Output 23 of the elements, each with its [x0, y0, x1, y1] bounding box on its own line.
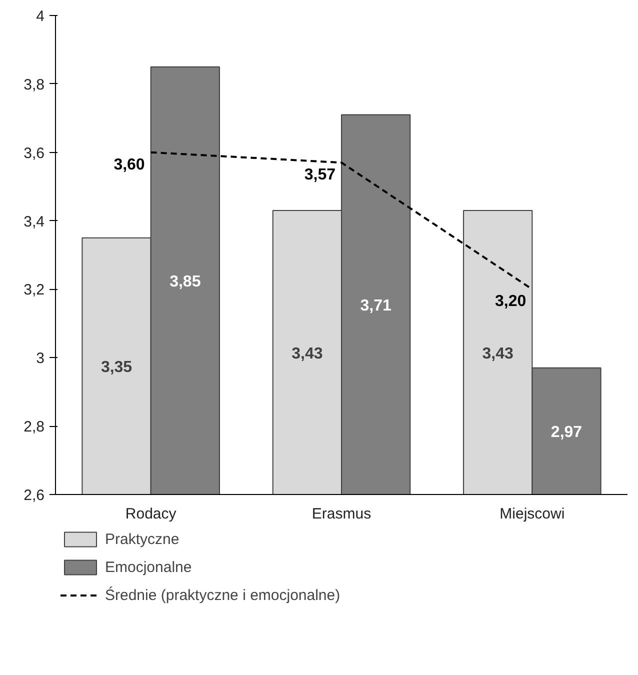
data-label: 3,71 [360, 298, 392, 315]
y-tick-label: 2,6 [24, 487, 45, 504]
data-label: 3,43 [292, 346, 323, 363]
x-tick-label: Miejscowi [500, 506, 565, 522]
legend-label: Średnie (praktyczne i emocjonalne) [105, 586, 340, 604]
y-tick-label: 3,2 [24, 282, 45, 299]
y-tick-label: 4 [36, 8, 44, 25]
data-label: 3,85 [170, 274, 201, 291]
data-label: 3,35 [100, 359, 132, 376]
y-tick-label: 3 [36, 350, 44, 368]
data-label: 3,60 [114, 156, 145, 174]
legend-label: Praktyczne [105, 530, 180, 548]
y-tick-label: 3,6 [24, 144, 45, 162]
y-tick-label: 3,4 [24, 213, 45, 230]
y-tick-label: 3,8 [24, 76, 45, 94]
data-label: 3,43 [482, 346, 514, 363]
data-label: 3,20 [495, 293, 526, 310]
y-tick-label: 2,8 [24, 418, 45, 436]
x-tick-label: Erasmus [312, 506, 372, 522]
legend-label: Emocjonalne [105, 558, 192, 576]
data-label: 3,57 [304, 166, 336, 184]
x-tick-label: Rodacy [125, 506, 177, 522]
data-label: 2,97 [550, 424, 582, 442]
